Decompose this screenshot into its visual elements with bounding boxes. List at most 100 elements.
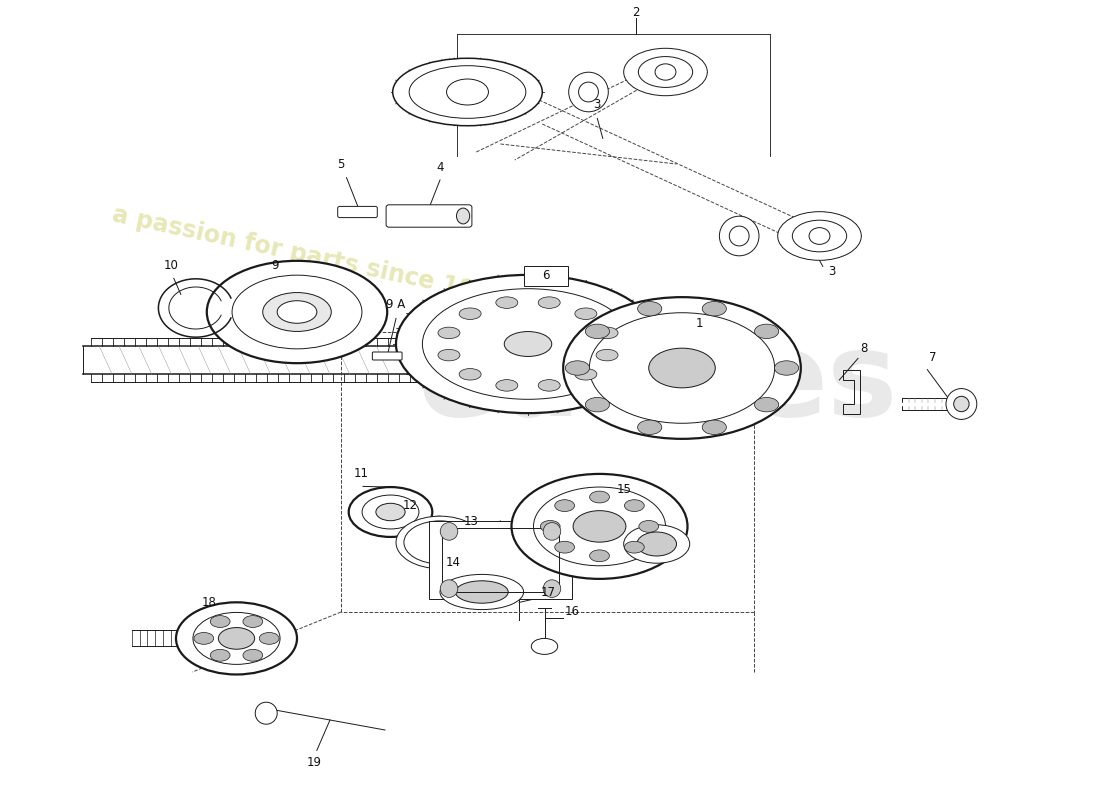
Text: euro: euro — [418, 326, 722, 442]
Text: 6: 6 — [542, 269, 549, 282]
Ellipse shape — [218, 627, 255, 650]
Ellipse shape — [192, 613, 280, 664]
Ellipse shape — [590, 550, 609, 562]
Text: es: es — [748, 326, 899, 442]
Text: 5: 5 — [338, 158, 344, 171]
Text: 2: 2 — [632, 6, 639, 19]
FancyBboxPatch shape — [386, 205, 472, 227]
Text: 19: 19 — [307, 756, 322, 769]
Ellipse shape — [496, 297, 518, 308]
Ellipse shape — [569, 72, 608, 112]
Ellipse shape — [404, 521, 476, 564]
Ellipse shape — [808, 228, 830, 244]
Text: 13: 13 — [463, 515, 478, 528]
Ellipse shape — [376, 503, 405, 521]
FancyBboxPatch shape — [338, 206, 377, 218]
Ellipse shape — [575, 308, 597, 319]
Ellipse shape — [512, 474, 688, 579]
Text: 8: 8 — [860, 342, 867, 355]
Ellipse shape — [638, 302, 662, 316]
Ellipse shape — [575, 369, 597, 380]
Ellipse shape — [243, 650, 263, 661]
Ellipse shape — [585, 398, 609, 412]
Text: a passion for parts since 1985: a passion for parts since 1985 — [110, 202, 509, 310]
Polygon shape — [429, 521, 572, 599]
Ellipse shape — [540, 521, 560, 532]
Ellipse shape — [447, 79, 488, 105]
Ellipse shape — [277, 301, 317, 323]
Text: 12: 12 — [403, 499, 418, 512]
Text: 16: 16 — [564, 605, 580, 618]
Ellipse shape — [504, 331, 552, 357]
Ellipse shape — [396, 516, 484, 569]
Ellipse shape — [207, 261, 387, 363]
Text: 1: 1 — [696, 317, 703, 330]
Ellipse shape — [649, 348, 715, 388]
Ellipse shape — [554, 542, 574, 553]
Ellipse shape — [543, 522, 561, 540]
Ellipse shape — [565, 361, 590, 375]
Ellipse shape — [573, 510, 626, 542]
Text: 11: 11 — [353, 467, 369, 480]
Text: 3: 3 — [594, 98, 601, 110]
Ellipse shape — [729, 226, 749, 246]
Ellipse shape — [455, 581, 508, 603]
Ellipse shape — [946, 389, 977, 419]
Ellipse shape — [438, 350, 460, 361]
Ellipse shape — [440, 574, 524, 610]
FancyBboxPatch shape — [524, 266, 568, 286]
Ellipse shape — [393, 58, 542, 126]
Text: 15: 15 — [616, 483, 631, 496]
Ellipse shape — [194, 633, 213, 644]
Ellipse shape — [496, 380, 518, 391]
Ellipse shape — [702, 420, 726, 434]
Ellipse shape — [534, 487, 666, 566]
Text: 4: 4 — [437, 161, 443, 174]
Text: 7: 7 — [930, 351, 936, 364]
Ellipse shape — [396, 275, 660, 413]
Ellipse shape — [755, 324, 779, 338]
Ellipse shape — [579, 82, 598, 102]
Ellipse shape — [438, 327, 460, 338]
Ellipse shape — [637, 532, 676, 556]
Ellipse shape — [624, 48, 707, 96]
Ellipse shape — [702, 302, 726, 316]
FancyBboxPatch shape — [372, 352, 403, 360]
Text: 9: 9 — [272, 259, 278, 272]
Ellipse shape — [543, 580, 561, 598]
Text: 9 A: 9 A — [386, 298, 406, 310]
Text: 3: 3 — [828, 265, 835, 278]
Ellipse shape — [719, 216, 759, 256]
Text: 10: 10 — [164, 259, 179, 272]
Ellipse shape — [774, 361, 799, 375]
Ellipse shape — [554, 500, 574, 511]
Ellipse shape — [563, 297, 801, 439]
Ellipse shape — [409, 66, 526, 118]
Ellipse shape — [210, 650, 230, 661]
Ellipse shape — [624, 525, 690, 563]
Ellipse shape — [459, 308, 481, 319]
Ellipse shape — [440, 580, 458, 598]
Ellipse shape — [654, 64, 675, 80]
Ellipse shape — [755, 398, 779, 412]
Ellipse shape — [596, 327, 618, 338]
Ellipse shape — [232, 275, 362, 349]
Ellipse shape — [590, 313, 774, 423]
Ellipse shape — [459, 369, 481, 380]
Ellipse shape — [638, 420, 662, 434]
Ellipse shape — [176, 602, 297, 674]
Ellipse shape — [531, 638, 558, 654]
Ellipse shape — [456, 208, 470, 224]
Ellipse shape — [538, 297, 560, 308]
Text: 14: 14 — [446, 556, 461, 569]
Ellipse shape — [362, 495, 419, 529]
Ellipse shape — [792, 220, 847, 252]
Ellipse shape — [349, 487, 432, 537]
Ellipse shape — [639, 521, 659, 532]
Ellipse shape — [243, 616, 263, 627]
Ellipse shape — [625, 500, 645, 511]
Ellipse shape — [585, 324, 609, 338]
Ellipse shape — [440, 522, 458, 540]
Ellipse shape — [538, 380, 560, 391]
Ellipse shape — [778, 212, 861, 260]
